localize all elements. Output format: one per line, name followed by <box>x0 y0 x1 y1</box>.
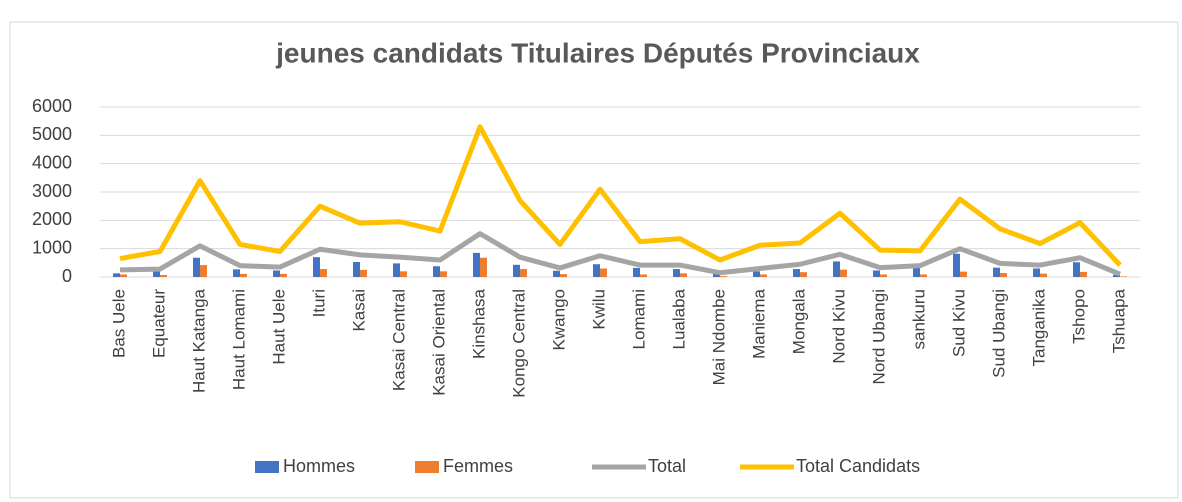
x-tick-label: Kwango <box>549 289 568 350</box>
bar <box>400 271 407 277</box>
x-tick-label: Haut Uele <box>269 289 288 365</box>
legend-swatch <box>255 461 279 473</box>
bar <box>993 267 1000 277</box>
bar <box>193 257 200 277</box>
bar <box>913 267 920 277</box>
bar <box>1033 268 1040 277</box>
bar <box>840 269 847 277</box>
y-tick-label: 3000 <box>32 181 72 201</box>
x-tick-label: Ituri <box>309 289 328 317</box>
y-tick-label: 1000 <box>32 237 72 257</box>
bar <box>920 274 927 277</box>
bar <box>713 273 720 277</box>
x-tick-label: Nord Kivu <box>829 289 848 364</box>
bar <box>160 275 167 277</box>
x-tick-label: Lomami <box>629 289 648 349</box>
bar <box>793 269 800 277</box>
bar <box>313 257 320 277</box>
legend-label: Total Candidats <box>796 456 920 476</box>
bar <box>680 273 687 277</box>
chart-title: jeunes candidats Titulaires Députés Prov… <box>275 37 920 68</box>
x-tick-label: Lualaba <box>669 288 688 349</box>
x-tick-label: Haut Lomami <box>229 289 248 390</box>
bar <box>200 265 207 277</box>
legend-label: Hommes <box>283 456 355 476</box>
bar <box>600 268 607 277</box>
bar <box>393 263 400 277</box>
bar <box>433 266 440 277</box>
x-tick-label: Sud Kivu <box>949 289 968 357</box>
x-tick-label: Mai Ndombe <box>709 289 728 385</box>
x-tick-label: Kwilu <box>589 289 608 330</box>
bar <box>760 274 767 277</box>
y-tick-label: 6000 <box>32 96 72 116</box>
bar <box>880 274 887 277</box>
x-tick-label: Kasai Oriental <box>429 289 448 396</box>
legend-swatch <box>415 461 439 473</box>
y-tick-label: 5000 <box>32 124 72 144</box>
bar <box>513 264 520 277</box>
bar <box>800 272 807 277</box>
bar <box>353 261 360 277</box>
bar <box>873 270 880 277</box>
bar <box>1073 262 1080 277</box>
bar <box>593 264 600 277</box>
x-tick-label: Kongo Central <box>509 289 528 398</box>
x-tick-label: sankuru <box>909 289 928 349</box>
line <box>119 124 1122 267</box>
y-tick-label: 4000 <box>32 152 72 172</box>
bar <box>720 276 727 277</box>
bar <box>553 270 560 277</box>
bar <box>633 267 640 277</box>
x-tick-label: Equateur <box>149 289 168 358</box>
bar <box>240 273 247 277</box>
bar <box>320 269 327 277</box>
legend-label: Femmes <box>443 456 513 476</box>
x-tick-label: Maniema <box>749 288 768 358</box>
bar <box>1120 276 1127 277</box>
x-tick-label: Haut Katanga <box>189 288 208 393</box>
x-tick-label: Tanganika <box>1029 288 1048 366</box>
line <box>119 231 1121 277</box>
bar <box>153 271 160 277</box>
bar <box>833 261 840 277</box>
bar <box>440 271 447 277</box>
x-tick-label: Kasai Central <box>389 289 408 391</box>
bar <box>480 257 487 277</box>
bar <box>753 271 760 277</box>
y-tick-label: 2000 <box>32 209 72 229</box>
bar <box>473 252 480 277</box>
bar <box>520 269 527 277</box>
y-tick-label: 0 <box>62 266 72 286</box>
x-tick-label: Sud Ubangi <box>989 289 1008 378</box>
bar <box>113 273 120 277</box>
bar <box>1080 271 1087 277</box>
legend-label: Total <box>648 456 686 476</box>
x-tick-label: Tshuapa <box>1109 288 1128 353</box>
x-tick-label: Nord Ubangi <box>869 289 888 384</box>
bar <box>960 271 967 277</box>
bar <box>360 269 367 277</box>
bar <box>233 269 240 277</box>
bar <box>280 273 287 277</box>
x-tick-label: Kinshasa <box>469 288 488 358</box>
x-tick-label: Bas Uele <box>109 289 128 358</box>
x-tick-label: Mongala <box>789 288 808 354</box>
bar <box>1040 273 1047 277</box>
bar <box>1113 274 1120 277</box>
bar <box>1000 273 1007 277</box>
bar <box>640 274 647 277</box>
bar <box>560 274 567 277</box>
x-tick-label: Kasai <box>349 289 368 332</box>
bar <box>273 270 280 277</box>
x-tick-label: Tshopo <box>1069 289 1088 344</box>
bar <box>953 253 960 277</box>
bar <box>673 269 680 277</box>
bar <box>120 274 127 277</box>
